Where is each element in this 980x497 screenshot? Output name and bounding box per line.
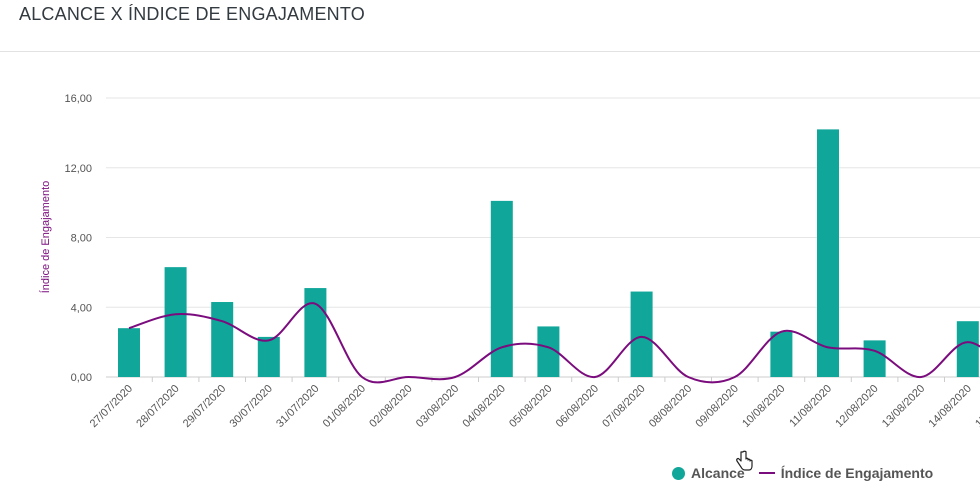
title-divider	[0, 51, 980, 52]
y-tick-label: 8,00	[71, 233, 92, 245]
bar-alcance	[956, 321, 979, 377]
x-tick-label: 27/07/2020	[88, 383, 135, 430]
x-tick-label: 12/08/2020	[833, 383, 880, 430]
y-tick-label: 0,00	[71, 372, 92, 384]
bar-alcance	[257, 336, 280, 377]
x-tick-label: 09/08/2020	[694, 383, 741, 430]
legend-label-alcance: Alcance	[691, 465, 745, 481]
chart-legend: Alcance Índice de Engajamento	[672, 465, 933, 481]
x-tick-label: 14/08/2020	[927, 383, 974, 430]
x-tick-label: 31/07/2020	[274, 383, 321, 430]
bar-alcance	[118, 328, 140, 377]
bar-alcance	[304, 288, 327, 377]
x-tick-label: 01/08/2020	[321, 383, 368, 430]
x-tick-label: 05/08/2020	[507, 383, 554, 430]
legend-bar-swatch	[672, 466, 685, 480]
y-tick-label: 4,00	[71, 302, 92, 314]
bar-alcance	[537, 326, 560, 377]
bar-alcance	[863, 340, 886, 377]
legend-label-engajamento: Índice de Engajamento	[780, 465, 934, 481]
bar-alcance	[490, 200, 513, 377]
y-axis-label: Índice de Engajamento	[39, 181, 52, 294]
x-tick-label: 29/07/2020	[181, 383, 228, 430]
bar-alcance	[164, 267, 187, 377]
x-tick-label: 06/08/2020	[554, 383, 601, 430]
y-tick-label: 12,00	[64, 163, 92, 175]
legend-item-alcance[interactable]: Alcance	[672, 465, 745, 481]
y-tick-label: 16,00	[64, 93, 92, 105]
x-tick-label: 08/08/2020	[647, 383, 694, 430]
x-tick-label: 02/08/2020	[367, 383, 414, 430]
x-tick-label: 11/08/2020	[787, 383, 834, 430]
bar-alcance	[630, 291, 653, 377]
bar-alcance	[211, 302, 234, 377]
x-tick-label: 10/08/2020	[740, 383, 787, 430]
chart-title: ALCANCE X ÍNDICE DE ENGAJAMENTO	[19, 4, 365, 24]
x-tick-label: 07/08/2020	[600, 383, 647, 430]
x-tick-label: 13/08/2020	[880, 383, 927, 430]
legend-line-swatch	[758, 472, 775, 474]
x-tick-label: 30/07/2020	[228, 383, 275, 430]
bar-alcance	[770, 331, 793, 377]
line-engajamento	[128, 302, 980, 384]
bar-alcance	[817, 129, 839, 377]
legend-item-engajamento[interactable]: Índice de Engajamento	[758, 465, 934, 481]
x-tick-label: 15/08/2020	[973, 383, 980, 430]
x-tick-label: 03/08/2020	[414, 383, 461, 430]
x-tick-label: 28/07/2020	[134, 383, 181, 430]
x-tick-label: 04/08/2020	[461, 383, 508, 430]
hand-pointer-icon	[736, 450, 753, 471]
